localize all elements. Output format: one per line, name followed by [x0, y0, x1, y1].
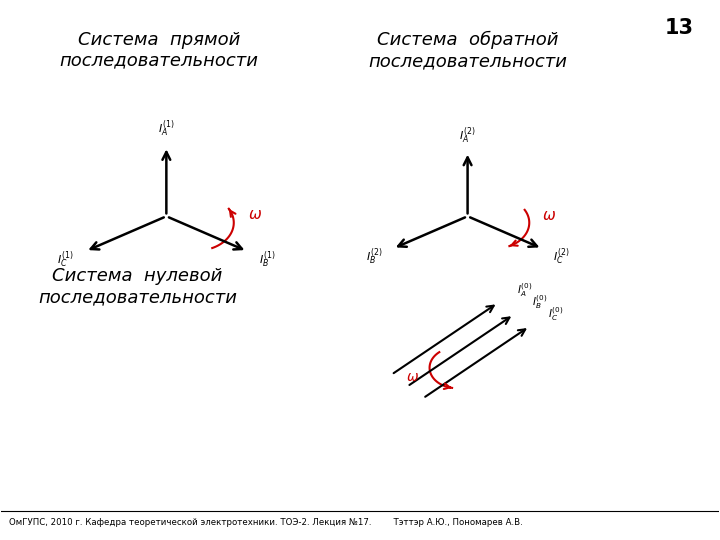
Text: $I_{B}^{(1)}$: $I_{B}^{(1)}$	[259, 249, 276, 271]
Text: $I_{B}^{(2)}$: $I_{B}^{(2)}$	[366, 246, 382, 267]
Text: 13: 13	[665, 17, 693, 37]
Text: ОмГУПС, 2010 г. Кафедра теоретической электротехники. ТОЭ-2. Лекция №17.        : ОмГУПС, 2010 г. Кафедра теоретической эл…	[9, 518, 522, 527]
Text: Система  нулевой
последовательности: Система нулевой последовательности	[38, 267, 237, 306]
Text: $I_{A}^{(0)}$: $I_{A}^{(0)}$	[516, 281, 532, 299]
Text: $\omega$: $\omega$	[542, 208, 556, 223]
Text: $I_{A}^{(1)}$: $I_{A}^{(1)}$	[158, 119, 174, 139]
Text: $\omega$: $\omega$	[248, 207, 262, 222]
Text: $I_{A}^{(2)}$: $I_{A}^{(2)}$	[459, 125, 476, 146]
Text: $I_{C}^{(2)}$: $I_{C}^{(2)}$	[552, 246, 569, 267]
Text: $I_{B}^{(0)}$: $I_{B}^{(0)}$	[532, 293, 548, 311]
Text: $I_{C}^{(0)}$: $I_{C}^{(0)}$	[548, 305, 564, 323]
Text: $I_{C}^{(1)}$: $I_{C}^{(1)}$	[57, 249, 73, 271]
Text: Система  прямой
последовательности: Система прямой последовательности	[60, 31, 258, 70]
Text: $\omega$: $\omega$	[405, 370, 418, 384]
Text: Система  обратной
последовательности: Система обратной последовательности	[368, 31, 567, 70]
